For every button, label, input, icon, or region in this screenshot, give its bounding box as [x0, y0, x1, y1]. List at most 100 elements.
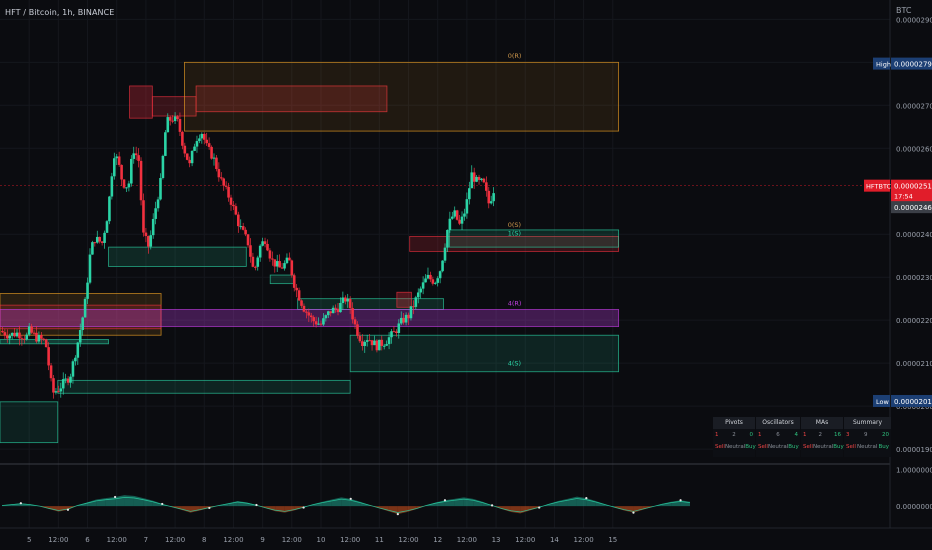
candle[interactable]	[57, 385, 60, 393]
candle[interactable]	[407, 312, 410, 325]
candle[interactable]	[23, 335, 26, 344]
candle[interactable]	[404, 312, 408, 326]
candle[interactable]	[59, 382, 63, 398]
candle[interactable]	[431, 276, 435, 286]
candle[interactable]	[324, 314, 328, 322]
candle[interactable]	[159, 173, 162, 201]
candle[interactable]	[115, 153, 119, 166]
candle[interactable]	[373, 335, 376, 346]
candle[interactable]	[188, 156, 191, 168]
candle[interactable]	[399, 311, 403, 326]
candle[interactable]	[5, 329, 9, 343]
candle[interactable]	[317, 317, 320, 326]
candle[interactable]	[44, 338, 48, 348]
candle[interactable]	[419, 286, 422, 299]
candle[interactable]	[477, 174, 481, 185]
candle[interactable]	[387, 332, 391, 350]
candle[interactable]	[144, 227, 148, 243]
candle[interactable]	[441, 260, 444, 273]
candle[interactable]	[278, 254, 281, 268]
candle[interactable]	[463, 208, 466, 221]
candle[interactable]	[492, 187, 495, 207]
candle[interactable]	[3, 328, 7, 340]
candle[interactable]	[397, 319, 401, 339]
candle[interactable]	[487, 186, 491, 209]
candle[interactable]	[69, 373, 72, 388]
candle[interactable]	[137, 148, 140, 168]
candle[interactable]	[105, 219, 109, 233]
candle[interactable]	[339, 297, 342, 313]
candle[interactable]	[217, 162, 221, 182]
candle[interactable]	[25, 332, 29, 341]
chart-title[interactable]: HFT / Bitcoin, 1h, BINANCE	[5, 8, 115, 17]
candle[interactable]	[229, 194, 233, 211]
candle[interactable]	[224, 181, 228, 190]
candle[interactable]	[416, 288, 420, 304]
candle[interactable]	[341, 291, 345, 310]
candle[interactable]	[390, 328, 393, 344]
candle[interactable]	[149, 230, 153, 250]
candle[interactable]	[112, 152, 116, 180]
candle[interactable]	[164, 129, 167, 157]
candle[interactable]	[246, 233, 250, 248]
candle[interactable]	[20, 335, 24, 346]
candle[interactable]	[193, 143, 196, 152]
candle[interactable]	[429, 271, 432, 283]
candle[interactable]	[329, 311, 333, 317]
candle[interactable]	[409, 306, 413, 321]
candle[interactable]	[271, 251, 274, 266]
candle[interactable]	[219, 172, 223, 181]
candle[interactable]	[132, 146, 136, 164]
candle[interactable]	[307, 308, 311, 323]
candle[interactable]	[91, 240, 94, 255]
candle[interactable]	[173, 112, 177, 124]
candle[interactable]	[35, 326, 38, 344]
candle[interactable]	[95, 230, 99, 244]
candle[interactable]	[256, 255, 260, 271]
candle[interactable]	[334, 304, 337, 313]
candle[interactable]	[326, 310, 330, 319]
candle[interactable]	[368, 334, 371, 342]
candle[interactable]	[375, 339, 379, 353]
candle[interactable]	[458, 214, 461, 226]
candle[interactable]	[348, 296, 352, 314]
candle[interactable]	[480, 177, 483, 182]
candle[interactable]	[261, 237, 264, 247]
candle[interactable]	[42, 337, 46, 342]
candle[interactable]	[1, 326, 4, 334]
candle[interactable]	[232, 200, 235, 210]
candle[interactable]	[237, 211, 240, 233]
candle[interactable]	[161, 154, 165, 180]
candle[interactable]	[66, 376, 70, 386]
candle[interactable]	[215, 155, 218, 172]
candle[interactable]	[258, 244, 262, 262]
candle[interactable]	[130, 155, 133, 187]
candle[interactable]	[433, 281, 437, 285]
candle[interactable]	[280, 262, 284, 269]
candle[interactable]	[234, 203, 238, 216]
candle[interactable]	[448, 211, 452, 233]
candle[interactable]	[183, 142, 187, 158]
candle[interactable]	[438, 270, 442, 284]
candle[interactable]	[241, 222, 245, 231]
candle[interactable]	[212, 153, 216, 166]
candle[interactable]	[346, 293, 350, 308]
candle[interactable]	[302, 303, 306, 313]
candle[interactable]	[168, 115, 172, 126]
candle[interactable]	[475, 174, 478, 183]
candle[interactable]	[83, 296, 87, 318]
candle[interactable]	[8, 333, 12, 345]
candle[interactable]	[154, 201, 157, 225]
candle[interactable]	[176, 115, 179, 122]
candle[interactable]	[305, 309, 308, 319]
candle[interactable]	[363, 340, 367, 353]
candle[interactable]	[239, 219, 243, 230]
candle[interactable]	[166, 113, 170, 133]
candle[interactable]	[353, 316, 357, 329]
candle[interactable]	[147, 235, 150, 254]
candle[interactable]	[268, 248, 272, 262]
candle[interactable]	[86, 277, 89, 304]
candle[interactable]	[198, 134, 201, 144]
candle[interactable]	[151, 213, 155, 239]
candle[interactable]	[78, 323, 82, 347]
